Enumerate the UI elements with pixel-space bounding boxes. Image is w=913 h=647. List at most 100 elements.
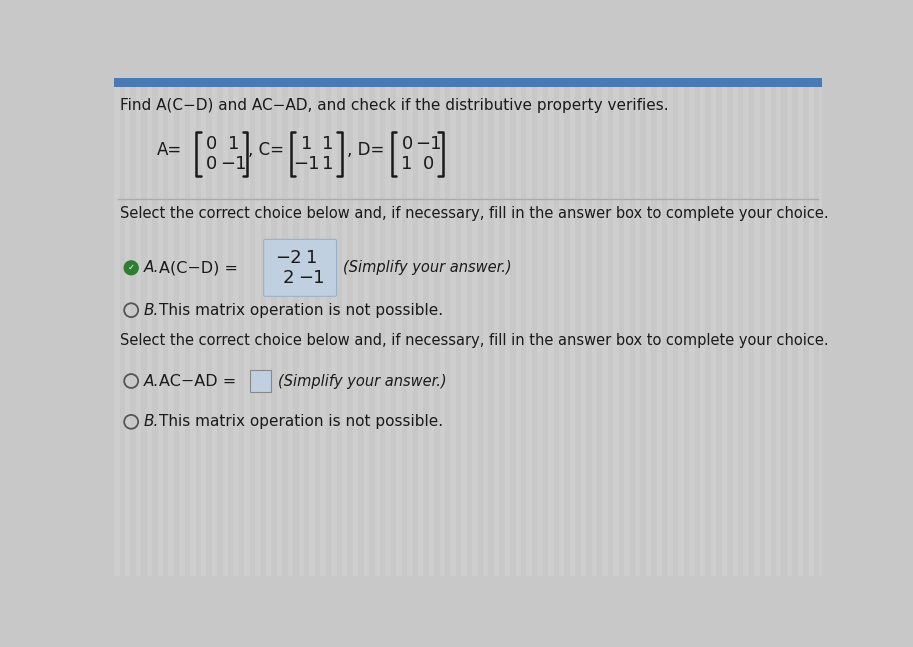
- Bar: [516, 78, 521, 576]
- Text: 1: 1: [402, 155, 413, 173]
- Text: (Simplify your answer.): (Simplify your answer.): [278, 373, 446, 388]
- Bar: [245, 78, 250, 576]
- Bar: [201, 78, 206, 576]
- Text: 1: 1: [322, 155, 334, 173]
- Text: 0: 0: [402, 135, 413, 153]
- Bar: [537, 78, 542, 576]
- Bar: [505, 78, 510, 576]
- Bar: [158, 78, 163, 576]
- Bar: [743, 78, 749, 576]
- Text: 1: 1: [300, 135, 312, 153]
- Text: 2: 2: [283, 269, 294, 287]
- Bar: [483, 78, 488, 576]
- Bar: [418, 78, 424, 576]
- Circle shape: [124, 261, 138, 275]
- Text: This matrix operation is not possible.: This matrix operation is not possible.: [159, 303, 443, 318]
- Bar: [114, 78, 120, 576]
- Bar: [603, 78, 608, 576]
- Text: (Simplify your answer.): (Simplify your answer.): [342, 260, 511, 276]
- Bar: [548, 78, 553, 576]
- Bar: [819, 78, 824, 576]
- Bar: [250, 370, 271, 392]
- Bar: [667, 78, 673, 576]
- Bar: [168, 78, 173, 576]
- Bar: [114, 78, 822, 87]
- Text: ✓: ✓: [128, 263, 135, 272]
- Bar: [212, 78, 217, 576]
- Bar: [700, 78, 706, 576]
- Bar: [429, 78, 435, 576]
- Bar: [288, 78, 293, 576]
- Text: 0: 0: [423, 155, 435, 173]
- Bar: [450, 78, 456, 576]
- Bar: [331, 78, 337, 576]
- Bar: [635, 78, 640, 576]
- Text: −2: −2: [275, 249, 302, 267]
- Text: 1: 1: [227, 135, 239, 153]
- Bar: [125, 78, 131, 576]
- Text: B.: B.: [143, 303, 159, 318]
- Bar: [689, 78, 695, 576]
- Bar: [407, 78, 413, 576]
- Text: −1: −1: [220, 155, 247, 173]
- Text: Select the correct choice below and, if necessary, fill in the answer box to com: Select the correct choice below and, if …: [121, 206, 829, 221]
- Text: −1: −1: [299, 269, 325, 287]
- Bar: [798, 78, 803, 576]
- Bar: [179, 78, 184, 576]
- Text: A(C−D) =: A(C−D) =: [159, 260, 238, 276]
- FancyBboxPatch shape: [264, 239, 337, 296]
- Bar: [342, 78, 348, 576]
- Bar: [765, 78, 771, 576]
- Bar: [385, 78, 391, 576]
- Bar: [711, 78, 717, 576]
- Bar: [776, 78, 782, 576]
- Text: 1: 1: [306, 249, 318, 267]
- Bar: [581, 78, 586, 576]
- Bar: [732, 78, 738, 576]
- Bar: [645, 78, 651, 576]
- Bar: [396, 78, 402, 576]
- Bar: [494, 78, 499, 576]
- Bar: [320, 78, 326, 576]
- Bar: [527, 78, 532, 576]
- Bar: [787, 78, 792, 576]
- Bar: [721, 78, 727, 576]
- Bar: [255, 78, 260, 576]
- Text: 0: 0: [206, 155, 217, 173]
- Text: AC−AD =: AC−AD =: [159, 373, 236, 388]
- Bar: [809, 78, 814, 576]
- Bar: [234, 78, 239, 576]
- Text: −1: −1: [293, 155, 320, 173]
- Bar: [592, 78, 597, 576]
- Bar: [614, 78, 619, 576]
- Bar: [656, 78, 662, 576]
- Bar: [223, 78, 228, 576]
- Bar: [310, 78, 315, 576]
- Text: , D=: , D=: [347, 141, 384, 159]
- Text: This matrix operation is not possible.: This matrix operation is not possible.: [159, 414, 443, 430]
- Text: A.: A.: [143, 260, 159, 276]
- Bar: [678, 78, 684, 576]
- Text: 0: 0: [206, 135, 217, 153]
- Bar: [147, 78, 152, 576]
- Bar: [624, 78, 629, 576]
- Bar: [363, 78, 369, 576]
- Text: −1: −1: [415, 135, 442, 153]
- Bar: [472, 78, 477, 576]
- Bar: [352, 78, 358, 576]
- Bar: [754, 78, 760, 576]
- Text: A=: A=: [157, 141, 182, 159]
- Text: B.: B.: [143, 414, 159, 430]
- Bar: [277, 78, 282, 576]
- Bar: [190, 78, 195, 576]
- Bar: [266, 78, 271, 576]
- Bar: [136, 78, 142, 576]
- Text: 1: 1: [322, 135, 334, 153]
- Bar: [570, 78, 575, 576]
- Bar: [299, 78, 304, 576]
- Bar: [461, 78, 467, 576]
- Text: A.: A.: [143, 373, 159, 388]
- Text: Find A(C−D) and AC−AD, and check if the distributive property verifies.: Find A(C−D) and AC−AD, and check if the …: [121, 98, 669, 113]
- Text: Select the correct choice below and, if necessary, fill in the answer box to com: Select the correct choice below and, if …: [121, 333, 829, 348]
- Bar: [374, 78, 380, 576]
